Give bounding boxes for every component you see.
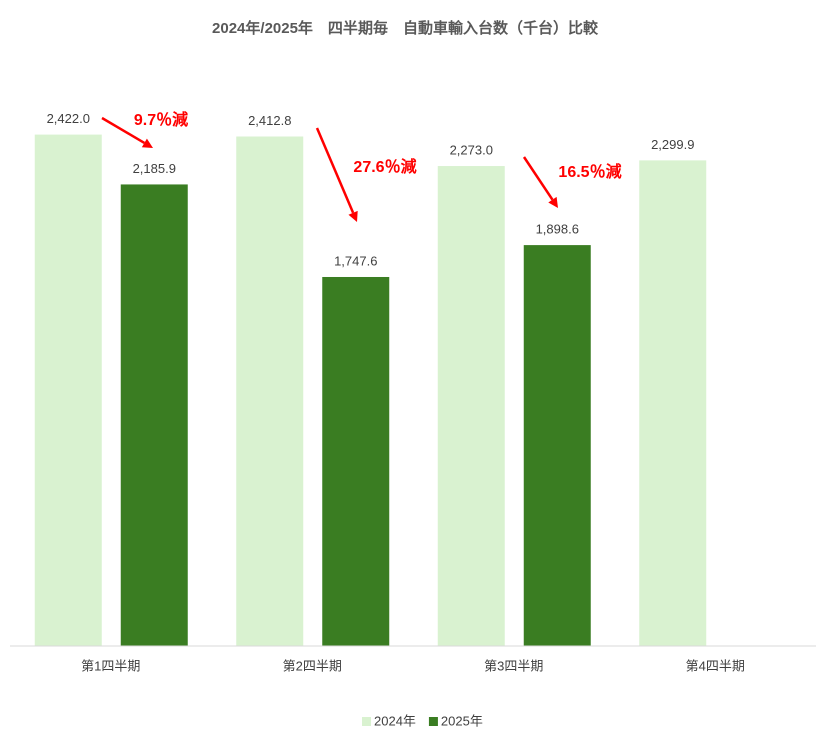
x-tick-label: 第3四半期 — [484, 658, 543, 673]
x-tick-label: 第4四半期 — [686, 658, 745, 673]
legend-swatch — [428, 717, 438, 726]
chart-title: 2024年/2025年 四半期毎 自動車輸入台数（千台）比較 — [212, 19, 599, 37]
annotation: 9.7％減 — [134, 110, 188, 129]
bar — [322, 276, 390, 646]
annotation: 27.6％減 — [353, 157, 416, 176]
bar — [523, 245, 591, 646]
legend-label: 2024年 — [374, 713, 416, 728]
x-tick-label: 第1四半期 — [81, 658, 140, 673]
data-label: 1,747.6 — [334, 253, 377, 268]
x-tick-label: 第2四半期 — [283, 658, 342, 673]
data-label: 2,185.9 — [133, 161, 176, 176]
data-label: 2,412.8 — [248, 113, 291, 128]
data-label: 1,898.6 — [536, 222, 579, 237]
legend-swatch — [362, 717, 371, 726]
data-label: 2,273.0 — [450, 142, 493, 157]
data-label: 2,299.9 — [651, 137, 694, 152]
annotation-arrow — [315, 127, 355, 214]
annotation-arrow — [101, 116, 146, 145]
annotation: 16.5％減 — [558, 162, 621, 181]
bar — [437, 166, 505, 646]
bar — [639, 160, 707, 647]
arrow-head — [141, 138, 153, 148]
bar — [236, 136, 304, 646]
legend-label: 2025年 — [441, 713, 483, 728]
bar — [120, 184, 188, 646]
arrow-head — [548, 196, 558, 208]
data-label: 2,422.0 — [47, 111, 90, 126]
bar — [34, 134, 102, 646]
arrow-head — [348, 210, 358, 222]
annotation-arrow — [522, 156, 554, 201]
